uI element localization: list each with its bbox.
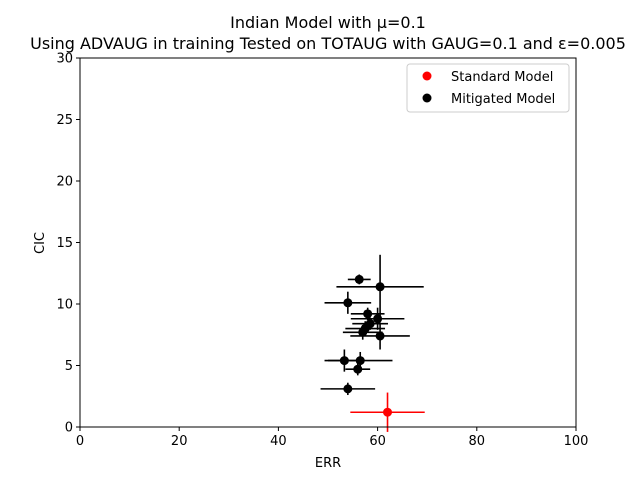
- data-point-mitigated: [350, 307, 405, 330]
- x-axis-label: ERR: [315, 456, 341, 471]
- y-tick-label: 25: [56, 113, 73, 128]
- point-marker: [343, 384, 353, 394]
- legend-marker-mitigated: [422, 93, 432, 103]
- legend-label-mitigated: Mitigated Model: [451, 92, 555, 107]
- legend-marker-standard: [422, 71, 432, 81]
- chart-title-line-1: Indian Model with μ=0.1: [230, 13, 426, 32]
- x-tick-label: 80: [469, 434, 486, 449]
- y-tick-label: 5: [65, 359, 73, 374]
- y-tick-label: 30: [56, 52, 73, 67]
- point-marker: [353, 364, 363, 374]
- data-point-mitigated: [342, 324, 383, 340]
- x-tick-label: 60: [369, 434, 386, 449]
- data-point-standard: [350, 392, 425, 432]
- x-tick-label: 100: [564, 434, 589, 449]
- data-point-mitigated: [336, 254, 424, 319]
- point-marker: [354, 274, 364, 284]
- data-point-mitigated: [350, 322, 410, 350]
- point-marker: [383, 407, 393, 417]
- y-axis-ticks: 0 5 10 15 20 25 30: [56, 52, 80, 436]
- y-tick-label: 15: [56, 236, 73, 251]
- point-marker: [343, 298, 353, 308]
- y-tick-label: 10: [56, 298, 73, 313]
- x-axis-ticks: 0 20 40 60 80 100: [76, 427, 589, 449]
- data-marks: [320, 254, 425, 432]
- data-point-mitigated: [347, 274, 371, 285]
- plot-area-frame: [79, 57, 577, 428]
- y-tick-label: 0: [65, 421, 73, 436]
- data-point-mitigated: [320, 382, 376, 396]
- x-tick-label: 20: [171, 434, 188, 449]
- data-point-mitigated: [350, 307, 385, 320]
- y-axis-label: CIC: [33, 232, 48, 254]
- point-marker: [373, 314, 383, 324]
- data-point-mitigated: [328, 351, 393, 370]
- y-tick-label: 20: [56, 175, 73, 190]
- data-point-mitigated: [345, 363, 371, 376]
- legend-frame: [406, 63, 570, 113]
- point-marker: [363, 309, 373, 319]
- point-marker: [375, 331, 385, 341]
- chart-title-line-2: Using ADVAUG in training Tested on TOTAU…: [30, 34, 626, 53]
- data-point-mitigated: [324, 291, 372, 314]
- point-marker: [358, 327, 368, 337]
- point-marker: [355, 356, 365, 366]
- x-tick-label: 40: [270, 434, 287, 449]
- point-marker: [375, 282, 385, 292]
- legend-label-standard: Standard Model: [451, 70, 553, 85]
- x-tick-label: 0: [76, 434, 84, 449]
- legend: Standard Model Mitigated Model: [406, 63, 570, 113]
